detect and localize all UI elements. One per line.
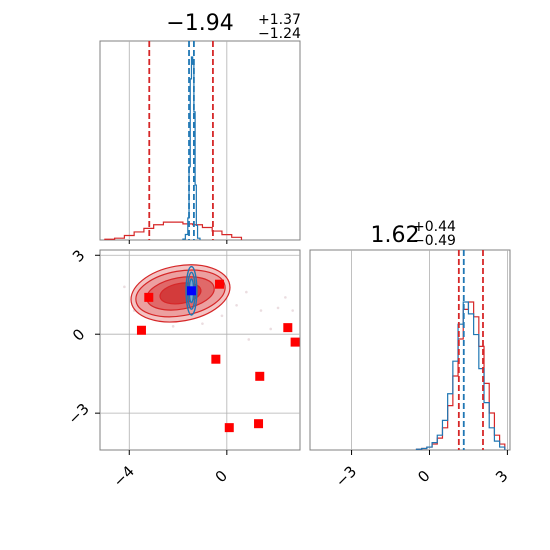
joint-faint-dot-11 (201, 322, 204, 325)
joint-red-point-2 (136, 325, 146, 335)
right-xtick-label-2: 3 (492, 467, 511, 486)
joint-faint-dot-13 (171, 325, 175, 328)
joint-grid (100, 250, 300, 450)
marginal-x-title-median: −1.94 (166, 11, 233, 36)
marginal-x-frame (99, 40, 301, 241)
right-xtick-label-1: 0 (414, 467, 433, 486)
marginal-y-grid (351, 250, 508, 450)
joint-xtick-label-1: 0 (212, 467, 231, 486)
top-hist-series-0 (104, 221, 243, 240)
joint-red-point-4 (255, 371, 265, 381)
marginal-y-title-minus: −0.49 (413, 233, 456, 249)
marginal-x-grid (128, 41, 228, 240)
joint-faint-dot-8 (276, 306, 280, 310)
joint-faint-dot-7 (269, 327, 273, 331)
joint-faint-dot-10 (247, 338, 251, 341)
joint-blue-point-0 (186, 286, 196, 296)
joint-ytick-label-1: 0 (69, 325, 88, 344)
joint-ytick-label-2: −3 (65, 400, 93, 428)
marginal-y-panel: −3 0 3 1.62 +0.44 −0.49 (309, 219, 512, 491)
marginal-y-ticks: −3 0 3 (332, 450, 512, 491)
joint-red-point-0 (144, 292, 154, 302)
joint-faint-dot-14 (259, 309, 263, 312)
right-hist-series-1 (415, 301, 506, 450)
top-hist-series-1 (182, 56, 201, 240)
joint-faint-dot-12 (291, 309, 294, 312)
joint-contours (123, 264, 294, 341)
joint-red-point-6 (290, 337, 300, 347)
right-xtick-label-0: −3 (332, 462, 360, 490)
joint-panel: −4 0 3 0 −3 (65, 246, 301, 491)
marginal-x-title-minus: −1.24 (258, 26, 301, 42)
marginal-y-frame (309, 249, 511, 451)
joint-red-point-5 (283, 323, 293, 333)
joint-points (136, 279, 300, 433)
marginal-x-hists (104, 56, 243, 240)
joint-red-point-1 (215, 279, 225, 289)
joint-red-point-8 (254, 419, 264, 429)
marginal-y-title-plus: +0.44 (413, 219, 456, 235)
joint-faint-dot-6 (220, 314, 224, 318)
marginal-x-title: −1.94 (166, 11, 233, 36)
marginal-y-vlines (457, 250, 484, 450)
marginal-y-title: 1.62 (371, 223, 420, 248)
marginal-x-title-plus: +1.37 (258, 12, 301, 28)
joint-faint-dot-4 (284, 296, 287, 299)
joint-red-point-7 (224, 423, 234, 433)
joint-xtick-label-0: −4 (110, 462, 138, 490)
joint-faint-dot-3 (245, 290, 248, 294)
marginal-x-ticks (128, 240, 228, 244)
joint-blue-contour-0 (185, 265, 198, 316)
marginal-x-panel: −1.94 +1.37 −1.24 (99, 11, 301, 244)
marginal-y-title-median: 1.62 (371, 223, 420, 248)
joint-red-point-3 (211, 354, 221, 364)
joint-faint-dot-0 (123, 285, 126, 289)
marginal-y-hists (415, 301, 506, 450)
marginal-x-vlines (148, 41, 214, 240)
joint-faint-dot-2 (235, 303, 238, 307)
joint-ytick-label-0: 3 (69, 246, 88, 265)
